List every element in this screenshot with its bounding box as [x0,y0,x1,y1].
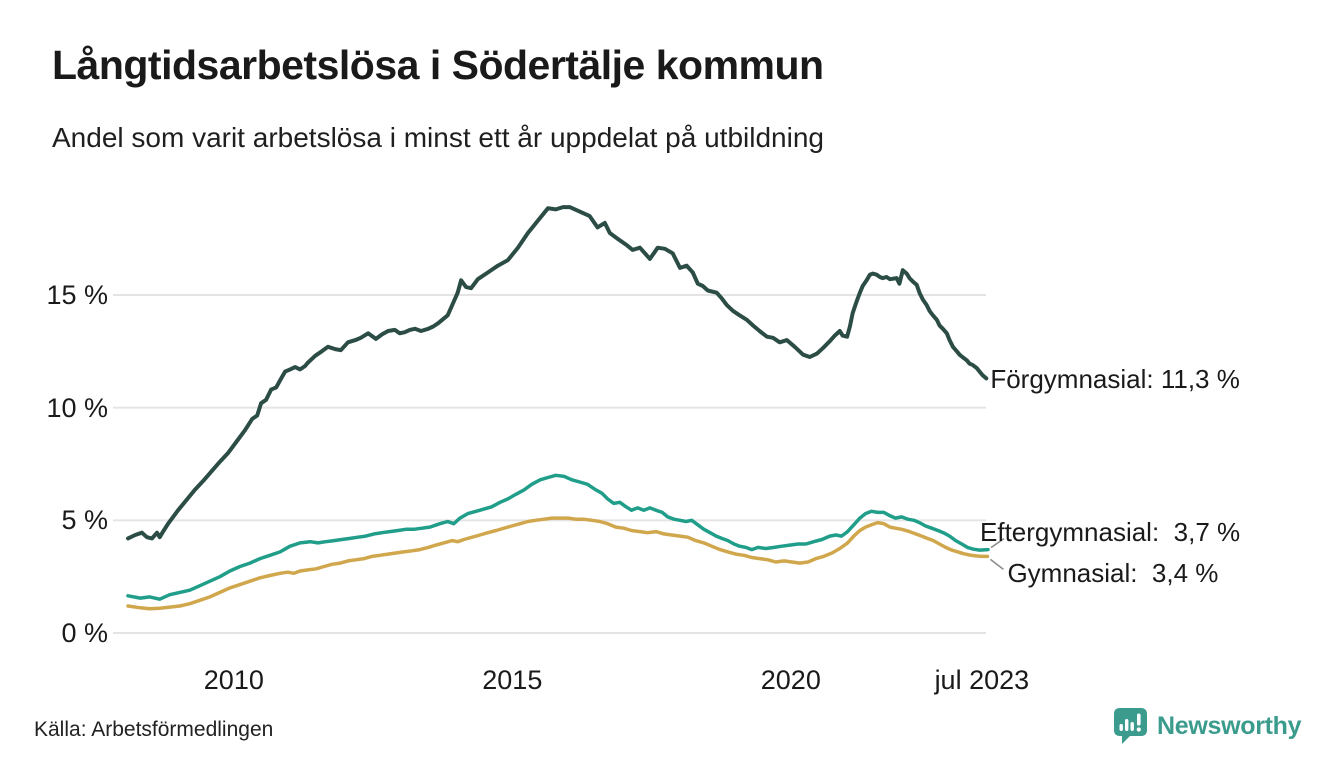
y-tick-0: 0 % [61,618,108,648]
x-tick-2020: 2020 [760,665,821,695]
x-tick-2010: 2010 [203,665,264,695]
label-connector-gymnasial [989,558,1004,570]
series-line-gymnasial [126,516,990,611]
page-title: Långtidsarbetslösa i Södertälje kommun [52,42,824,88]
label-connector-eftergymnasial [990,538,1005,549]
y-tick-5: 5 % [61,505,108,536]
x-tick-jul-2023: jul 2023 [934,665,1030,695]
newsworthy-logo-link[interactable]: Newsworthy [1112,706,1302,746]
y-tick-15: 15 % [46,279,108,310]
page-subtitle: Andel som varit arbetslösa i minst ett å… [52,122,824,153]
newsworthy-wordmark: Newsworthy [1157,711,1302,740]
series-label-eftergymnasial: Eftergymnasial: 3,7 % [980,516,1241,547]
x-tick-2015: 2015 [482,665,543,695]
series-line-förgymnasial [126,205,989,541]
source-note: Källa: Arbetsförmedlingen [34,718,274,741]
series-label-förgymnasial: Förgymnasial: 11,3 % [990,364,1240,395]
y-tick-10: 10 % [46,392,108,423]
series-label-gymnasial: Gymnasial: 3,4 % [1007,558,1219,589]
newsworthy-speech-bubble-bar-chart-icon [1114,708,1147,744]
series-line-eftergymnasial [126,473,990,601]
